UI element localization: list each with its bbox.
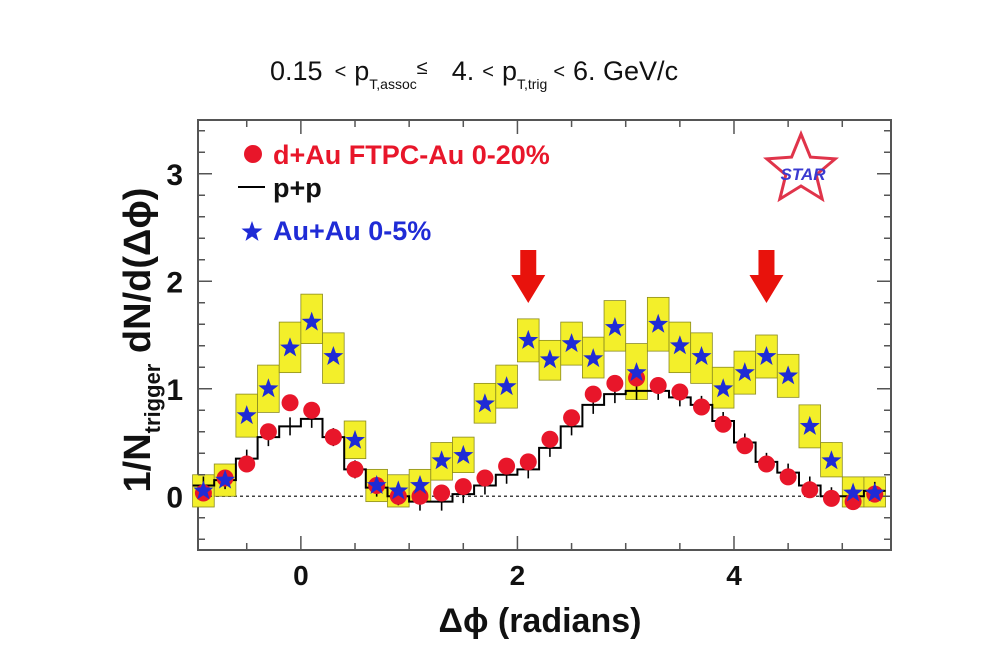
dau-point bbox=[411, 487, 429, 505]
plot-frame bbox=[197, 119, 892, 551]
dau-point bbox=[281, 394, 299, 412]
dau-point bbox=[736, 437, 754, 455]
dau-point bbox=[259, 423, 277, 441]
legend-auau-marker bbox=[241, 221, 263, 241]
auau-point bbox=[453, 444, 474, 464]
axis-ticks: 0 2 4 0 1 2 3 bbox=[166, 120, 891, 591]
title-sub-trig: T,trig bbox=[517, 76, 547, 92]
dau-point bbox=[757, 455, 775, 473]
auau-point bbox=[323, 346, 344, 365]
title-p-trig: p bbox=[502, 56, 517, 86]
legend-pp-label: p+p bbox=[273, 173, 322, 203]
down-arrow bbox=[511, 250, 546, 303]
title-low-bound: 0.15 bbox=[270, 56, 323, 86]
legend-dau-label: d+Au FTPC-Au 0-20% bbox=[273, 140, 550, 170]
title-high-bound: 6. GeV/c bbox=[573, 56, 678, 86]
dau-point bbox=[671, 383, 689, 401]
auau-point bbox=[431, 450, 452, 470]
auau-point bbox=[821, 450, 842, 470]
auau-point bbox=[843, 482, 864, 502]
dau-point bbox=[324, 428, 342, 446]
chart-title: 0.15 < pT,assoc≤ 4. < pT,trig< 6. GeV/c bbox=[270, 56, 678, 92]
dau-point bbox=[433, 484, 451, 502]
auau-point bbox=[496, 376, 517, 396]
x-tick-label: 4 bbox=[726, 560, 742, 591]
dau-point bbox=[822, 489, 840, 507]
auau-point bbox=[193, 480, 214, 500]
dau-point bbox=[779, 468, 797, 486]
down-arrow bbox=[749, 250, 784, 303]
dau-point bbox=[519, 453, 537, 471]
auau-point bbox=[518, 329, 539, 349]
title-p-assoc: p bbox=[354, 56, 369, 86]
dau-point bbox=[541, 430, 559, 448]
dau-point bbox=[303, 401, 321, 419]
dau-point bbox=[498, 457, 516, 475]
legend-auau-label: Au+Au 0-5% bbox=[273, 216, 431, 246]
auau-point bbox=[258, 378, 279, 398]
y-tick-label: 0 bbox=[166, 481, 183, 514]
auau-point bbox=[713, 378, 734, 398]
auau-point bbox=[215, 469, 236, 489]
auau-point bbox=[799, 415, 820, 435]
dau-point bbox=[476, 469, 494, 487]
dau-point bbox=[606, 374, 624, 392]
auau-point bbox=[778, 365, 799, 385]
auau-point bbox=[561, 333, 582, 353]
dau-point bbox=[693, 398, 711, 416]
title-lt-1: < bbox=[335, 61, 347, 83]
dau-point bbox=[649, 377, 667, 395]
y-tick-label: 1 bbox=[166, 374, 183, 407]
star-logo-outline bbox=[763, 130, 839, 203]
title-sub-assoc: T,assoc bbox=[369, 76, 416, 92]
y-axis-label: 1/Ntrigger dN/d(Δϕ) bbox=[117, 188, 165, 493]
auau-point bbox=[475, 393, 495, 413]
star-logo: STAR bbox=[763, 130, 839, 203]
auau-point bbox=[236, 405, 257, 425]
auau-point bbox=[734, 362, 755, 382]
auau-point bbox=[604, 317, 625, 336]
legend: d+Au FTPC-Au 0-20% p+p Au+Au 0-5% bbox=[238, 140, 550, 246]
legend-dau-marker bbox=[244, 145, 262, 163]
auau-point bbox=[539, 349, 560, 369]
auau-point bbox=[626, 362, 647, 382]
title-lt-2: < bbox=[482, 61, 494, 83]
auau-point bbox=[410, 475, 430, 494]
y-tick-label: 3 bbox=[166, 159, 183, 192]
auau-point bbox=[583, 348, 604, 368]
auau-point bbox=[345, 429, 365, 449]
dau-point bbox=[563, 409, 581, 427]
dau-point bbox=[714, 415, 732, 433]
auau-point bbox=[864, 482, 885, 502]
dau-point bbox=[238, 455, 256, 473]
auau-point bbox=[366, 475, 387, 494]
dau-point bbox=[454, 478, 472, 496]
title-mid-bound: 4. bbox=[452, 56, 475, 86]
dau-point bbox=[346, 460, 364, 478]
y-tick-label: 2 bbox=[166, 266, 183, 299]
pp-step-line bbox=[192, 389, 886, 503]
auau-point bbox=[388, 480, 409, 500]
auau-point bbox=[756, 346, 777, 365]
arrows bbox=[511, 250, 784, 303]
x-tick-label: 0 bbox=[293, 560, 309, 591]
auau-point bbox=[669, 335, 690, 355]
auau-point bbox=[280, 337, 300, 357]
dau-points bbox=[194, 369, 884, 511]
auau-point bbox=[301, 311, 322, 331]
auau-point bbox=[691, 346, 712, 365]
dau-point bbox=[584, 385, 602, 403]
auau-points bbox=[193, 311, 885, 502]
dau-point bbox=[801, 481, 819, 499]
x-tick-label: 2 bbox=[510, 560, 526, 591]
title-le: ≤ bbox=[417, 57, 428, 79]
title-lt-3: < bbox=[553, 61, 565, 83]
x-axis-label: Δϕ (radians) bbox=[439, 602, 642, 640]
auau-point bbox=[648, 313, 669, 333]
star-logo-text: STAR bbox=[780, 165, 826, 184]
